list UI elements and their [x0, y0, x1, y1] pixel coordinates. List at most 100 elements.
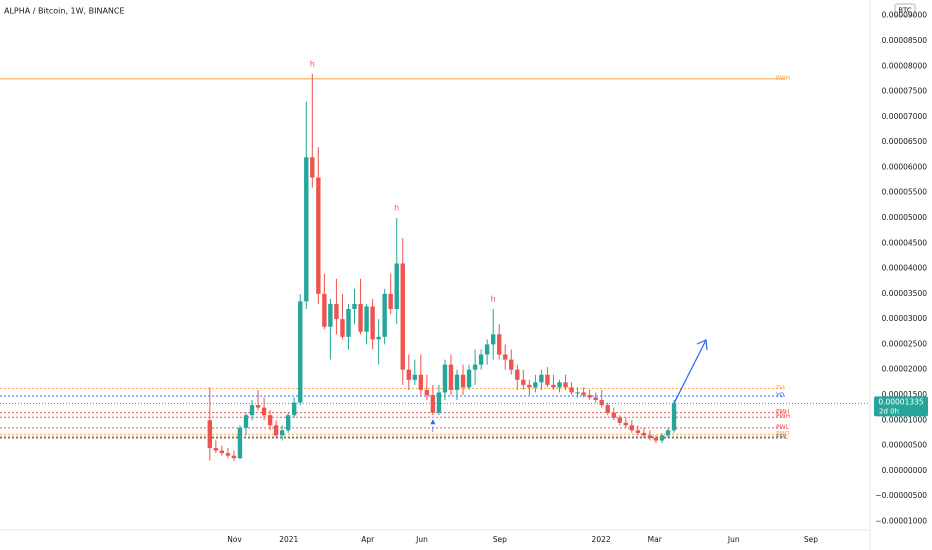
- candle-body: [629, 425, 635, 431]
- candle-body: [617, 417, 622, 423]
- candle-body: [484, 344, 490, 355]
- x-tick-label: Sep: [804, 535, 818, 544]
- candle-body: [376, 336, 381, 340]
- candle-body: [665, 430, 671, 436]
- forecast-arrow-head: [696, 339, 708, 351]
- candle-body: [255, 405, 261, 408]
- candle-body: [340, 319, 345, 337]
- candle-body: [611, 412, 616, 418]
- y-tick-label: −0.00000500: [875, 491, 927, 500]
- candle-body: [575, 392, 580, 394]
- x-tick-label: 2022: [592, 535, 611, 544]
- y-tick-label: 0.00004500: [882, 238, 928, 247]
- y-tick-label: 0.00000500: [882, 441, 928, 450]
- y-tick-label: 0.00008000: [882, 61, 928, 70]
- candle-body: [599, 400, 604, 406]
- candle-body: [460, 374, 466, 388]
- candle-body: [292, 402, 297, 416]
- candle-body: [659, 435, 665, 441]
- forecast-arrow: [673, 339, 707, 404]
- level-label: PML: [776, 433, 789, 440]
- y-tick-label: −0.00001000: [875, 516, 927, 525]
- candle-body: [503, 354, 508, 360]
- candle-body: [364, 306, 369, 332]
- candle-body: [370, 306, 375, 340]
- candle-body: [243, 415, 249, 428]
- candle-body: [406, 369, 411, 380]
- candle-body: [328, 303, 333, 327]
- candle-body: [557, 382, 562, 388]
- candle-body: [382, 293, 387, 337]
- candle-body: [466, 369, 472, 388]
- candle-body: [418, 374, 424, 390]
- currency-badge[interactable]: [894, 3, 916, 17]
- y-tick-label: 0.00008500: [882, 36, 928, 45]
- candle-body: [213, 448, 219, 451]
- y-tick-label: 0.00003500: [882, 289, 928, 298]
- candle-body: [623, 422, 629, 426]
- y-tick-label: 0.00002500: [882, 339, 928, 348]
- candle-body: [515, 369, 520, 380]
- y-tick-label: 0.00001500: [882, 390, 928, 399]
- x-tick-label: Jun: [727, 535, 740, 544]
- candle-body: [388, 293, 393, 309]
- pivot-marker: h: [394, 203, 399, 212]
- last-price-box: [874, 396, 928, 417]
- candle-body: [424, 389, 430, 395]
- y-tick-label: 0.00006500: [882, 137, 928, 146]
- candle-body: [412, 374, 418, 380]
- candle-body: [436, 392, 442, 413]
- y-tick-label: 0.00004000: [882, 264, 928, 273]
- candle-body: [358, 303, 363, 332]
- candle-body: [478, 354, 484, 365]
- candle-body: [261, 407, 267, 416]
- y-tick-label: 0.00003000: [882, 314, 928, 323]
- level-label: PMH: [776, 409, 789, 416]
- pivot-marker: h: [491, 294, 496, 303]
- pivot-marker: h: [310, 59, 315, 68]
- candle-body: [490, 334, 496, 345]
- candle-body: [581, 392, 586, 395]
- candle-body: [310, 157, 315, 178]
- candle-body: [225, 453, 231, 456]
- candle-body: [587, 394, 592, 398]
- candle-body: [593, 397, 598, 401]
- candle-body: [207, 420, 213, 449]
- candle-body: [304, 157, 309, 302]
- candle-body: [334, 303, 339, 320]
- candle-body: [394, 263, 399, 309]
- chart-title: ALPHA / Bitcoin, 1W, BINANCE: [4, 7, 125, 16]
- x-tick-label: Mar: [648, 535, 663, 544]
- candle-body: [346, 308, 351, 337]
- candle-body: [563, 382, 568, 388]
- candle-body: [509, 359, 514, 370]
- candle-body: [671, 403, 677, 431]
- candle-body: [219, 450, 225, 454]
- y-tick-label: 0.00001000: [882, 415, 928, 424]
- y-tick-label: 0.00002000: [882, 365, 928, 374]
- level-label: PMO: [776, 430, 790, 437]
- candle-body: [653, 437, 659, 441]
- level-label: PWL: [776, 424, 790, 431]
- pivot-arrow: [430, 419, 436, 425]
- level-label: YH: [775, 384, 784, 391]
- candle-body: [273, 425, 279, 436]
- candle-body: [605, 405, 610, 413]
- pivot-marker: l: [432, 426, 434, 434]
- level-label: YO: [775, 392, 784, 399]
- countdown: 2d 0h: [879, 407, 899, 415]
- level-label: PWH: [776, 75, 790, 82]
- x-tick-label: 2021: [279, 535, 298, 544]
- y-tick-label: 0.00009000: [882, 11, 928, 20]
- candle-body: [231, 455, 237, 459]
- candle-body: [641, 432, 647, 436]
- y-tick-label: 0.00007000: [882, 112, 928, 121]
- x-tick-label: Nov: [227, 535, 242, 544]
- y-tick-label: 0.00007500: [882, 87, 928, 96]
- candle-body: [647, 435, 653, 438]
- candle-body: [527, 384, 532, 388]
- x-tick-label: Apr: [361, 535, 375, 544]
- candle-body: [267, 415, 273, 426]
- currency: BTC: [898, 7, 912, 15]
